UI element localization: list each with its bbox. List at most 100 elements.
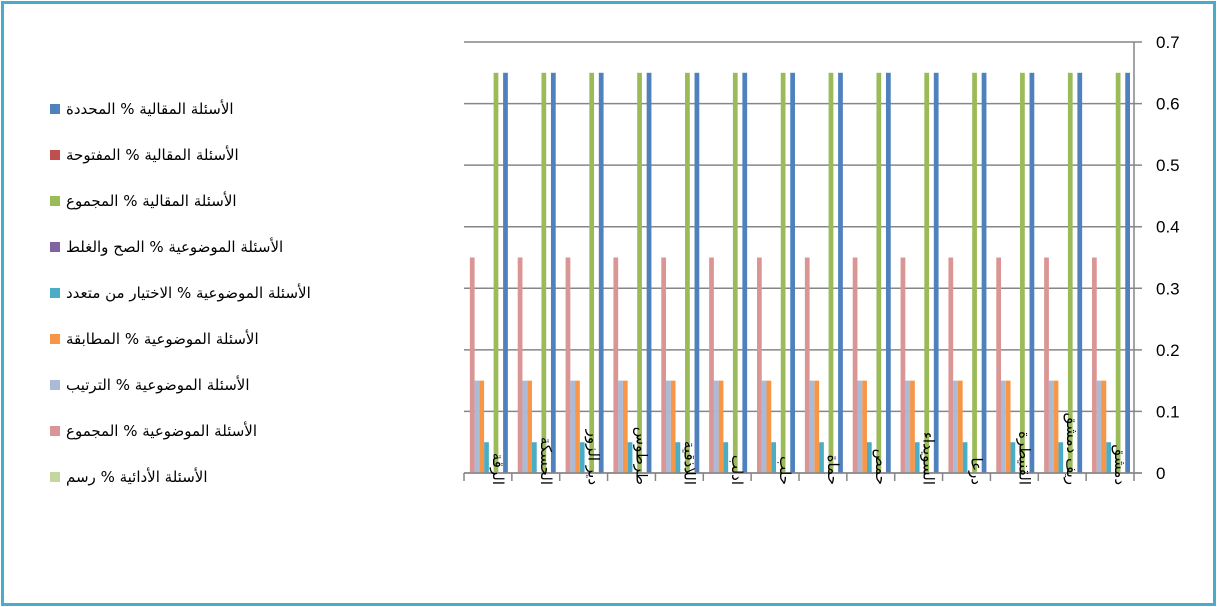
legend-swatch [50,288,60,298]
bar [598,72,604,474]
bar [857,380,863,473]
bar [732,72,738,474]
y-tick-label: 0.3 [1156,279,1180,298]
legend-label: الأسئلة الموضوعية % المطابقة [66,330,259,348]
bar [914,442,920,473]
legend-swatch [50,334,60,344]
bar [517,257,523,473]
bar [541,72,547,474]
bar [1010,442,1016,473]
legend-item: الأسئلة المقالية % المفتوحة [50,142,430,168]
legend-item: الأسئلة الموضوعية % الترتيب [50,372,430,398]
bar [885,72,891,474]
legend-label: الأسئلة الموضوعية % الترتيب [66,376,250,394]
bar [1096,380,1102,473]
x-tick-label: حماة [824,455,842,485]
x-tick-label: دمشق [1111,444,1129,485]
bar [1058,442,1064,473]
bar [866,442,872,473]
bar [723,442,729,473]
bar [957,380,963,473]
bar [790,72,795,474]
bar [819,442,824,473]
axes [463,42,1142,481]
bar [809,380,815,473]
bar [1115,72,1121,474]
bar [814,380,820,473]
bar [766,380,772,473]
legend-label: الأسئلة الموضوعية % الاختيار من متعدد [66,284,311,302]
bar [503,72,508,474]
bar [469,257,475,473]
bar [852,257,858,473]
bar [713,380,719,473]
bar [900,257,906,473]
y-tick-label: 0 [1156,464,1165,483]
x-tick-label: طرطوس [633,427,651,485]
x-tick-label: حمص [872,449,890,485]
x-tick-label: السويداء [920,432,938,485]
bar [1125,72,1130,474]
bar [1048,380,1054,473]
x-tick-label: ادلب [728,455,746,485]
legend-swatch [50,472,60,482]
legend-item: الأسئلة الموضوعية % المجموع [50,418,430,444]
bar [780,72,786,474]
bar [1005,380,1011,473]
bar [905,380,911,473]
y-tick-label: 0.2 [1156,341,1180,360]
bars [469,72,1130,474]
y-tick-label: 0.7 [1156,33,1180,52]
legend-item: الأسئلة المقالية % المجموع [50,188,430,214]
legend-swatch [50,104,60,114]
bar [862,380,867,473]
legend-item: الأسئلة الموضوعية % الصح والغلط [50,234,430,260]
bar [876,72,882,474]
bar [474,380,480,473]
bar [709,257,714,473]
legend-label: الأسئلة الموضوعية % الصح والغلط [66,238,284,256]
bar [493,72,499,474]
bar [1092,257,1097,473]
legend-item: الأسئلة الأدائية % رسم [50,464,430,490]
bar [531,442,537,473]
bar [718,380,724,473]
legend-label: الأسئلة المقالية % المحددة [66,100,234,118]
bar [675,442,681,473]
bar [1106,442,1111,473]
bar [910,380,915,473]
legend-label: الأسئلة المقالية % المفتوحة [66,146,239,164]
bar [646,72,652,474]
bar [742,72,748,474]
y-tick-label: 0.1 [1156,402,1180,421]
y-tick-label: 0.5 [1156,156,1180,175]
x-axis-ticks: دمشق ريف دمشق القنيطرة درعا السويداء حمص حماة ح… [489,413,1129,485]
bar [613,257,619,473]
bar [685,72,690,474]
legend-item: الأسئلة الموضوعية % الاختيار من متعدد [50,280,430,306]
bar [972,72,977,474]
bar [670,380,676,473]
y-tick-label: 0.4 [1156,218,1180,237]
bar [948,257,954,473]
bar [570,380,576,473]
bar [771,442,776,473]
bar [484,442,489,473]
x-tick-label: درعا [968,458,986,485]
bar [522,380,528,473]
bar [575,380,580,473]
legend-label: الأسئلة المقالية % المجموع [66,192,237,210]
legend-item: الأسئلة المقالية % المحددة [50,96,430,122]
bar [589,72,595,474]
bar [962,442,968,473]
bar [761,380,767,473]
bar [694,72,700,474]
bar [828,72,834,474]
bar [1077,72,1083,474]
bar [1053,380,1059,473]
bar [627,442,633,473]
bar [661,257,667,473]
bar [637,72,642,474]
bar [1044,257,1049,473]
